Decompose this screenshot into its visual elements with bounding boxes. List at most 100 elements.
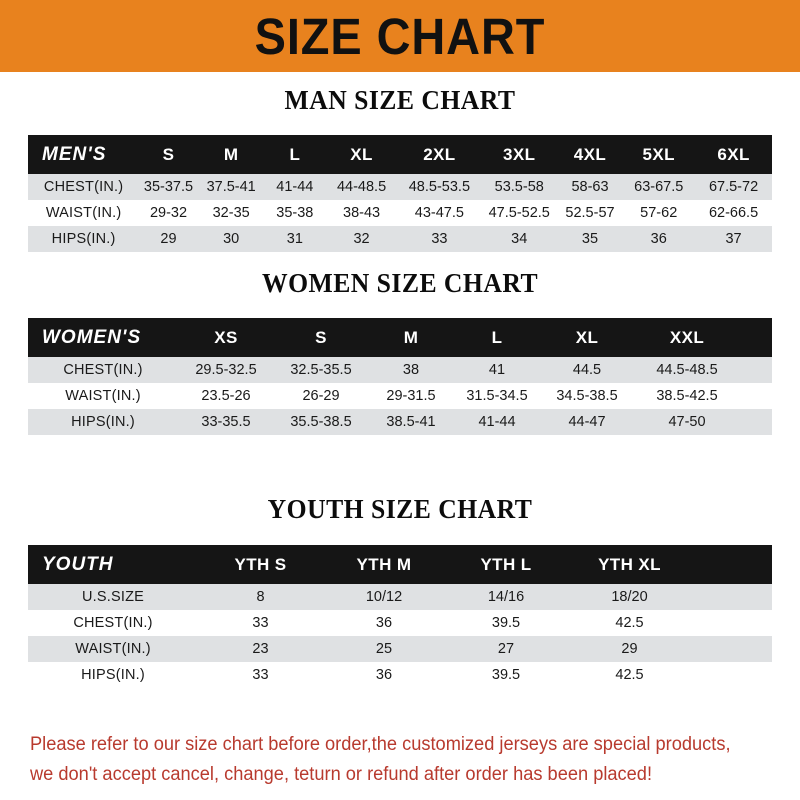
man-col-5xl: 5XL: [622, 135, 696, 174]
youth-chest-xl: 42.5: [567, 610, 692, 636]
man-chest-l: 41-44: [264, 174, 326, 200]
women-hips-l: 41-44: [454, 409, 540, 435]
table-header-row: MEN'S S M L XL 2XL 3XL 4XL 5XL 6XL: [28, 135, 772, 174]
women-chest-spacer: [740, 357, 772, 383]
man-waist-s: 29-32: [139, 200, 198, 226]
table-row: WAIST(IN.) 29-32 32-35 35-38 38-43 43-47…: [28, 200, 772, 226]
youth-chest-spacer: [692, 610, 772, 636]
youth-col-yth-m: YTH M: [323, 545, 445, 584]
women-chest-xxl: 44.5-48.5: [634, 357, 740, 383]
man-col-4xl: 4XL: [557, 135, 623, 174]
man-hips-5xl: 36: [622, 226, 696, 252]
man-col-l: L: [264, 135, 326, 174]
man-col-xl: XL: [325, 135, 398, 174]
man-hips-2xl: 33: [397, 226, 481, 252]
page-banner: SIZE CHART: [0, 0, 800, 72]
youth-waist-spacer: [692, 636, 772, 662]
man-chest-m: 37.5-41: [197, 174, 265, 200]
youth-ussize-l: 14/16: [445, 584, 567, 610]
man-size-table: MEN'S S M L XL 2XL 3XL 4XL 5XL 6XL CHEST…: [28, 135, 772, 252]
youth-chest-l: 39.5: [445, 610, 567, 636]
women-col-xxl: XXL: [634, 318, 740, 357]
women-chest-xl: 44.5: [540, 357, 634, 383]
youth-chest-m: 36: [323, 610, 445, 636]
order-policy-notice: Please refer to our size chart before or…: [30, 730, 748, 790]
page-title: SIZE CHART: [254, 7, 546, 65]
youth-hips-xl: 42.5: [567, 662, 692, 688]
table-header-row: YOUTH YTH S YTH M YTH L YTH XL: [28, 545, 772, 584]
man-waist-2xl: 43-47.5: [397, 200, 481, 226]
youth-size-table: YOUTH YTH S YTH M YTH L YTH XL U.S.SIZE …: [28, 545, 772, 688]
man-row-label-waist: WAIST(IN.): [28, 200, 140, 226]
women-col-spacer: [740, 318, 772, 357]
man-chest-6xl: 67.5-72: [695, 174, 772, 200]
man-size-table-wrap: MEN'S S M L XL 2XL 3XL 4XL 5XL 6XL CHEST…: [28, 135, 772, 252]
women-col-xl: XL: [540, 318, 634, 357]
women-size-table: WOMEN'S XS S M L XL XXL CHEST(IN.) 29.5-…: [28, 318, 772, 435]
youth-col-yth-s: YTH S: [198, 545, 323, 584]
women-chest-s: 32.5-35.5: [274, 357, 368, 383]
table-row: HIPS(IN.) 33-35.5 35.5-38.5 38.5-41 41-4…: [28, 409, 772, 435]
man-header-label: MEN'S: [28, 135, 140, 174]
table-row: CHEST(IN.) 29.5-32.5 32.5-35.5 38 41 44.…: [28, 357, 772, 383]
man-col-s: S: [139, 135, 198, 174]
man-col-2xl: 2XL: [397, 135, 481, 174]
table-header-row: WOMEN'S XS S M L XL XXL: [28, 318, 772, 357]
man-hips-3xl: 34: [480, 226, 558, 252]
man-hips-4xl: 35: [557, 226, 623, 252]
man-hips-m: 30: [197, 226, 265, 252]
women-chest-l: 41: [454, 357, 540, 383]
man-chest-4xl: 58-63: [557, 174, 623, 200]
man-col-6xl: 6XL: [695, 135, 772, 174]
table-row: HIPS(IN.) 29 30 31 32 33 34 35 36 37: [28, 226, 772, 252]
man-chest-xl: 44-48.5: [325, 174, 398, 200]
youth-row-label-chest: CHEST(IN.): [28, 610, 198, 636]
section-title-youth: YOUTH SIZE CHART: [267, 494, 533, 524]
women-hips-xxl: 47-50: [634, 409, 740, 435]
man-chest-2xl: 48.5-53.5: [397, 174, 481, 200]
man-waist-xl: 38-43: [325, 200, 398, 226]
women-hips-m: 38.5-41: [368, 409, 454, 435]
women-hips-spacer: [740, 409, 772, 435]
youth-hips-m: 36: [323, 662, 445, 688]
youth-header-label: YOUTH: [28, 545, 198, 584]
youth-waist-m: 25: [323, 636, 445, 662]
women-row-label-chest: CHEST(IN.): [28, 357, 178, 383]
women-hips-xs: 33-35.5: [178, 409, 274, 435]
youth-row-label-us-size: U.S.SIZE: [28, 584, 198, 610]
man-row-label-chest: CHEST(IN.): [28, 174, 140, 200]
women-waist-xxl: 38.5-42.5: [634, 383, 740, 409]
youth-waist-xl: 29: [567, 636, 692, 662]
notice-line-1: Please refer to our size chart before or…: [30, 734, 731, 755]
youth-col-yth-xl: YTH XL: [567, 545, 692, 584]
women-size-table-wrap: WOMEN'S XS S M L XL XXL CHEST(IN.) 29.5-…: [28, 318, 772, 435]
section-title-man: MAN SIZE CHART: [284, 85, 516, 115]
women-row-label-hips: HIPS(IN.): [28, 409, 178, 435]
women-col-l: L: [454, 318, 540, 357]
youth-waist-s: 23: [198, 636, 323, 662]
man-hips-l: 31: [264, 226, 326, 252]
man-waist-l: 35-38: [264, 200, 326, 226]
women-header-label: WOMEN'S: [28, 318, 178, 357]
youth-col-spacer: [692, 545, 772, 584]
man-chest-s: 35-37.5: [139, 174, 198, 200]
man-row-label-hips: HIPS(IN.): [28, 226, 140, 252]
women-waist-m: 29-31.5: [368, 383, 454, 409]
man-waist-4xl: 52.5-57: [557, 200, 623, 226]
women-row-label-waist: WAIST(IN.): [28, 383, 178, 409]
youth-hips-spacer: [692, 662, 772, 688]
women-waist-spacer: [740, 383, 772, 409]
youth-hips-s: 33: [198, 662, 323, 688]
table-row: CHEST(IN.) 33 36 39.5 42.5: [28, 610, 772, 636]
table-row: U.S.SIZE 8 10/12 14/16 18/20: [28, 584, 772, 610]
man-hips-xl: 32: [325, 226, 398, 252]
notice-line-2: we don't accept cancel, change, teturn o…: [30, 764, 653, 785]
women-waist-xs: 23.5-26: [178, 383, 274, 409]
man-chest-3xl: 53.5-58: [480, 174, 558, 200]
man-waist-6xl: 62-66.5: [695, 200, 772, 226]
youth-row-label-waist: WAIST(IN.): [28, 636, 198, 662]
youth-ussize-spacer: [692, 584, 772, 610]
women-col-m: M: [368, 318, 454, 357]
youth-waist-l: 27: [445, 636, 567, 662]
